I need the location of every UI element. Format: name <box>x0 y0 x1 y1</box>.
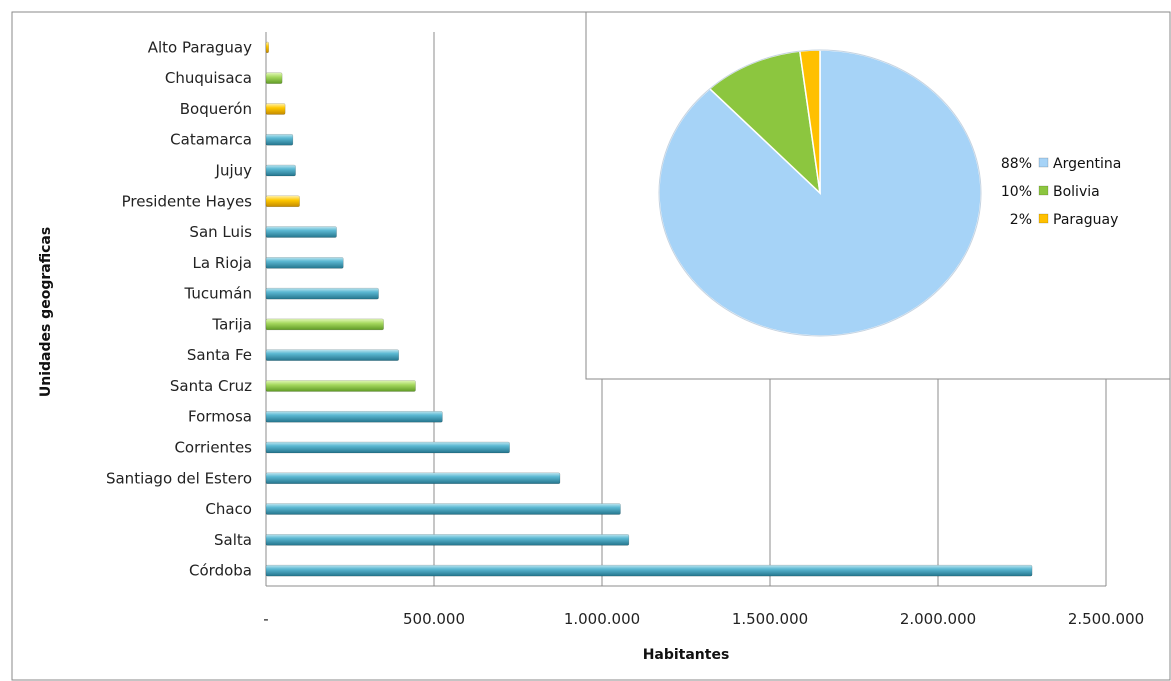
bar-chuquisaca <box>265 72 283 84</box>
category-label: Boquerón <box>180 100 252 118</box>
legend-swatch-bolivia <box>1038 185 1049 196</box>
x-tick-label: 2.000.000 <box>900 610 976 628</box>
pie-slices <box>658 49 982 337</box>
legend-swatch-argentina <box>1038 157 1049 168</box>
category-label: Santiago del Estero <box>106 469 252 487</box>
pie-percent-label: 88% <box>1001 156 1032 172</box>
bar-santiago-del-estero <box>265 472 561 485</box>
bar-santa-cruz <box>265 380 416 392</box>
bar-jujuy <box>265 164 296 177</box>
category-label: Santa Fe <box>187 346 252 364</box>
x-tick-label: 1.500.000 <box>732 610 808 628</box>
category-label: Chuquisaca <box>165 69 252 87</box>
x-tick-labels: - 500.000 1.000.000 1.500.000 2.000.000 2.500… <box>263 610 1144 628</box>
pie-percent-label: 10% <box>1001 184 1032 200</box>
legend-swatch-paraguay <box>1038 213 1049 224</box>
bar-la-rioja <box>265 257 344 269</box>
x-tick-label: 1.000.000 <box>564 610 640 628</box>
category-label: La Rioja <box>193 254 252 272</box>
bar-formosa <box>265 410 443 423</box>
x-tick-label: - <box>263 610 268 628</box>
bar-san-luis <box>265 226 337 238</box>
category-label: San Luis <box>189 223 252 241</box>
bar-alto-paraguay <box>265 41 269 54</box>
bar-series <box>265 41 1033 577</box>
category-label: Chaco <box>205 500 252 518</box>
bar-córdoba <box>265 564 1033 577</box>
pie-legend: 88% Argentina 10% Bolivia 2% Paraguay <box>1001 156 1121 228</box>
legend-label-paraguay: Paraguay <box>1053 212 1118 228</box>
pie-outline <box>658 49 982 337</box>
category-label: Jujuy <box>215 162 253 180</box>
bar-salta <box>265 534 630 546</box>
pie-slice-bolivia <box>708 50 822 196</box>
bar-corrientes <box>265 441 510 454</box>
bar-tucumán <box>265 287 379 300</box>
x-tick-label: 2.500.000 <box>1068 610 1144 628</box>
bar-tarija <box>265 318 384 331</box>
bar-catamarca <box>265 133 294 146</box>
category-label: Alto Paraguay <box>148 38 252 56</box>
pie-slice-paraguay <box>798 49 821 194</box>
category-label: Tarija <box>211 315 252 333</box>
y-axis-title: Unidades geograficas <box>38 227 54 397</box>
category-label: Santa Cruz <box>170 377 252 395</box>
category-label: Catamarca <box>170 131 252 149</box>
bar-boquerón <box>265 103 286 115</box>
category-label: Formosa <box>188 408 252 426</box>
x-tick-label: 500.000 <box>403 610 465 628</box>
category-label: Presidente Hayes <box>122 192 253 210</box>
bar-chaco <box>265 503 621 515</box>
category-label: Corrientes <box>174 439 252 457</box>
category-labels: Córdoba Salta Chaco Santiago del Estero Corr… <box>106 38 252 579</box>
category-label: Córdoba <box>189 562 252 580</box>
bar-presidente-hayes <box>265 195 300 208</box>
pie-percent-label: 2% <box>1010 212 1032 228</box>
category-label: Tucumán <box>184 285 252 303</box>
x-axis-title: Habitantes <box>643 647 730 663</box>
category-label: Salta <box>214 531 252 549</box>
legend-label-argentina: Argentina <box>1053 156 1121 172</box>
bar-santa-fe <box>265 349 399 361</box>
legend-label-bolivia: Bolivia <box>1053 184 1100 200</box>
